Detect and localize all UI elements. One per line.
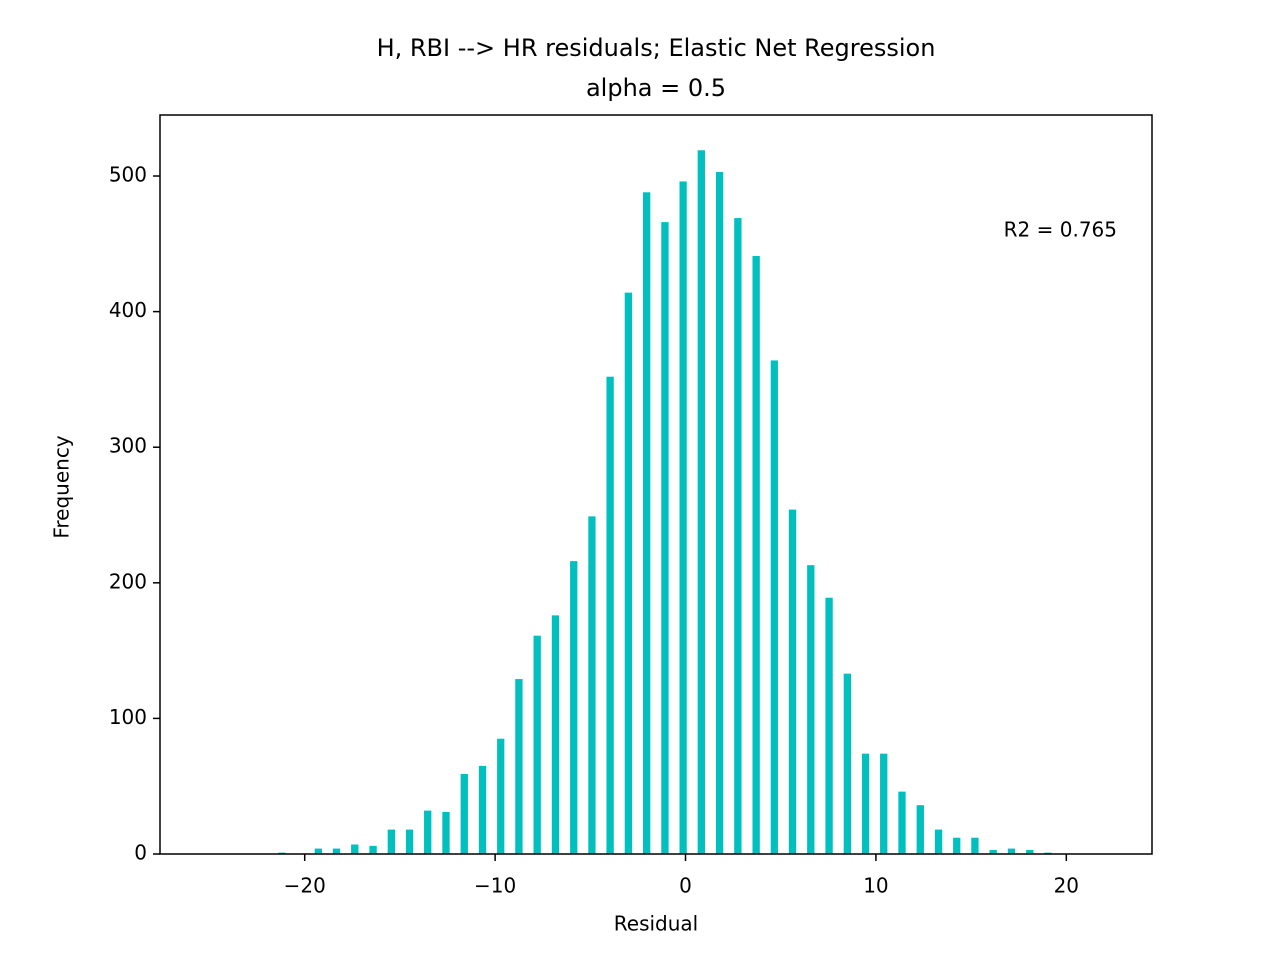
y-tick-label: 0 — [134, 841, 147, 865]
y-tick-label: 500 — [109, 163, 147, 187]
x-tick-label: −10 — [474, 874, 516, 898]
bar — [697, 150, 705, 854]
bar — [734, 218, 742, 854]
bar — [369, 845, 377, 854]
bar — [661, 222, 669, 854]
y-tick-label: 400 — [109, 298, 147, 322]
bar — [551, 615, 560, 854]
bar — [460, 773, 468, 854]
bar — [971, 837, 979, 854]
bar — [442, 811, 450, 854]
bar — [405, 829, 414, 854]
bar — [770, 360, 778, 854]
bar — [752, 256, 760, 855]
bar — [643, 192, 651, 854]
bar — [880, 753, 888, 854]
bar — [424, 810, 432, 854]
bar — [861, 753, 870, 854]
bar — [1007, 848, 1016, 854]
bar — [916, 805, 924, 854]
bar — [934, 829, 943, 854]
bar — [825, 597, 833, 854]
y-tick-label: 200 — [109, 569, 147, 593]
y-tick-label: 100 — [109, 705, 147, 729]
x-tick-label: −20 — [284, 874, 326, 898]
bar — [807, 565, 815, 854]
bar — [515, 679, 523, 854]
bar — [715, 171, 724, 855]
x-tick-label: 20 — [1054, 874, 1079, 898]
bar — [843, 673, 852, 854]
x-axis-label: Residual — [614, 912, 698, 936]
bar — [588, 516, 596, 854]
y-tick-label: 300 — [109, 434, 147, 458]
bar — [989, 849, 997, 854]
bar — [898, 791, 906, 854]
bar — [351, 844, 359, 854]
bar — [570, 561, 578, 854]
bar — [314, 848, 322, 854]
bar — [387, 829, 395, 854]
bar — [953, 837, 961, 854]
y-axis-label: Frequency — [50, 435, 74, 538]
chart-title: H, RBI --> HR residuals; Elastic Net Reg… — [377, 34, 936, 62]
chart-subtitle: alpha = 0.5 — [586, 74, 726, 102]
bar — [788, 509, 797, 854]
bar — [679, 181, 687, 854]
x-tick-label: 10 — [863, 874, 888, 898]
bar — [624, 292, 633, 854]
bar — [478, 765, 487, 854]
bar — [533, 635, 541, 854]
annotation: R2 = 0.765 — [1004, 218, 1117, 242]
bar — [1026, 849, 1034, 854]
plot-frame — [159, 114, 1153, 855]
bar — [606, 376, 614, 854]
x-tick-label: 0 — [679, 874, 692, 898]
bar — [332, 848, 341, 854]
bar — [497, 738, 505, 854]
